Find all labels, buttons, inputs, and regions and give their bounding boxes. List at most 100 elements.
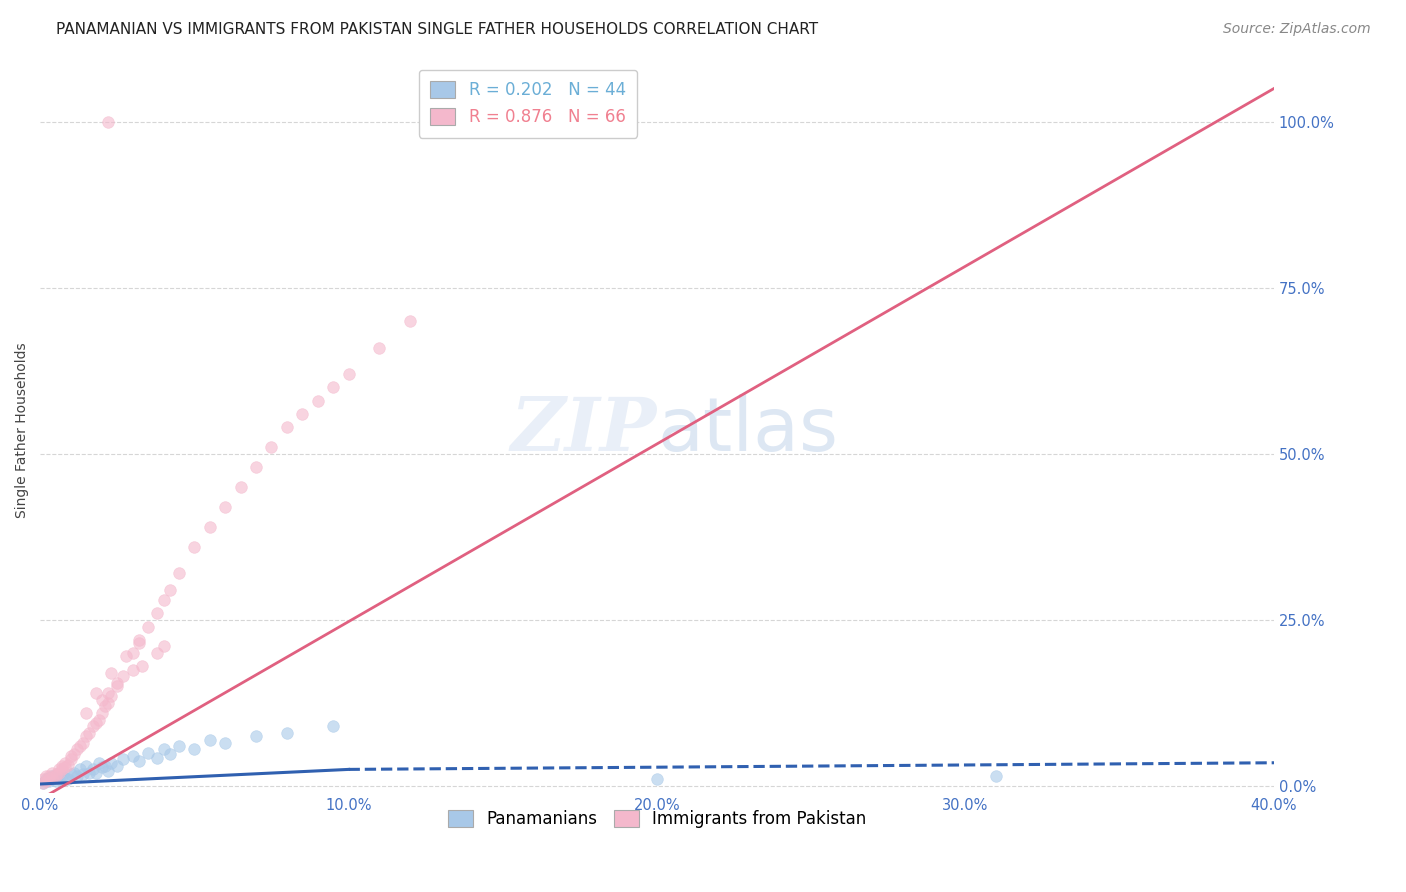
- Point: [167, 566, 190, 581]
- Point: [32, 772, 55, 787]
- Point: [59, 749, 82, 764]
- Point: [44, 769, 66, 783]
- Point: [63, 747, 86, 761]
- Point: [307, 393, 329, 408]
- Point: [229, 480, 252, 494]
- Point: [72, 736, 94, 750]
- Point: [38, 769, 60, 783]
- Point: [368, 341, 391, 355]
- Point: [986, 769, 1008, 783]
- Point: [63, 765, 86, 780]
- Point: [53, 756, 76, 770]
- Point: [75, 729, 97, 743]
- Point: [276, 420, 298, 434]
- Point: [59, 752, 82, 766]
- Text: ZIP: ZIP: [510, 394, 657, 467]
- Point: [159, 747, 181, 761]
- Text: Source: ZipAtlas.com: Source: ZipAtlas.com: [1223, 22, 1371, 37]
- Point: [152, 640, 174, 654]
- Point: [97, 764, 120, 779]
- Point: [51, 759, 73, 773]
- Point: [84, 765, 107, 780]
- Point: [322, 380, 344, 394]
- Point: [105, 759, 128, 773]
- Point: [291, 407, 314, 421]
- Point: [53, 760, 76, 774]
- Point: [322, 719, 344, 733]
- Point: [337, 367, 360, 381]
- Point: [79, 726, 101, 740]
- Point: [214, 500, 236, 514]
- Point: [97, 696, 120, 710]
- Point: [121, 749, 143, 764]
- Point: [44, 767, 66, 781]
- Point: [399, 314, 422, 328]
- Point: [90, 706, 112, 720]
- Point: [72, 767, 94, 781]
- Point: [35, 769, 58, 783]
- Point: [56, 772, 79, 787]
- Point: [183, 742, 205, 756]
- Point: [198, 520, 221, 534]
- Point: [245, 460, 267, 475]
- Point: [32, 775, 55, 789]
- Point: [260, 440, 283, 454]
- Point: [32, 775, 55, 789]
- Point: [121, 663, 143, 677]
- Point: [97, 686, 120, 700]
- Point: [276, 726, 298, 740]
- Point: [94, 699, 117, 714]
- Point: [645, 772, 668, 787]
- Point: [66, 742, 89, 756]
- Point: [75, 759, 97, 773]
- Point: [41, 771, 63, 785]
- Point: [38, 771, 60, 785]
- Point: [87, 756, 110, 770]
- Point: [152, 593, 174, 607]
- Point: [82, 763, 104, 777]
- Point: [48, 763, 70, 777]
- Point: [69, 739, 91, 753]
- Point: [84, 715, 107, 730]
- Point: [100, 756, 122, 770]
- Legend: Panamanians, Immigrants from Pakistan: Panamanians, Immigrants from Pakistan: [441, 804, 873, 835]
- Point: [41, 765, 63, 780]
- Point: [82, 719, 104, 733]
- Point: [128, 754, 150, 768]
- Point: [136, 619, 159, 633]
- Point: [56, 757, 79, 772]
- Point: [121, 646, 143, 660]
- Point: [214, 736, 236, 750]
- Point: [167, 739, 190, 753]
- Point: [159, 582, 181, 597]
- Point: [87, 713, 110, 727]
- Point: [131, 659, 153, 673]
- Point: [146, 607, 169, 621]
- Point: [100, 666, 122, 681]
- Point: [90, 760, 112, 774]
- Point: [44, 771, 66, 785]
- Point: [35, 772, 58, 787]
- Point: [152, 742, 174, 756]
- Point: [51, 769, 73, 783]
- Point: [44, 773, 66, 788]
- Point: [35, 773, 58, 788]
- Point: [48, 772, 70, 787]
- Point: [35, 773, 58, 788]
- Point: [38, 774, 60, 789]
- Y-axis label: Single Father Households: Single Father Households: [15, 343, 30, 518]
- Point: [94, 759, 117, 773]
- Point: [41, 772, 63, 787]
- Point: [69, 763, 91, 777]
- Point: [51, 763, 73, 777]
- Point: [245, 729, 267, 743]
- Point: [183, 540, 205, 554]
- Point: [59, 767, 82, 781]
- Point: [136, 746, 159, 760]
- Point: [105, 676, 128, 690]
- Point: [128, 632, 150, 647]
- Point: [66, 769, 89, 783]
- Point: [128, 636, 150, 650]
- Point: [146, 751, 169, 765]
- Point: [90, 692, 112, 706]
